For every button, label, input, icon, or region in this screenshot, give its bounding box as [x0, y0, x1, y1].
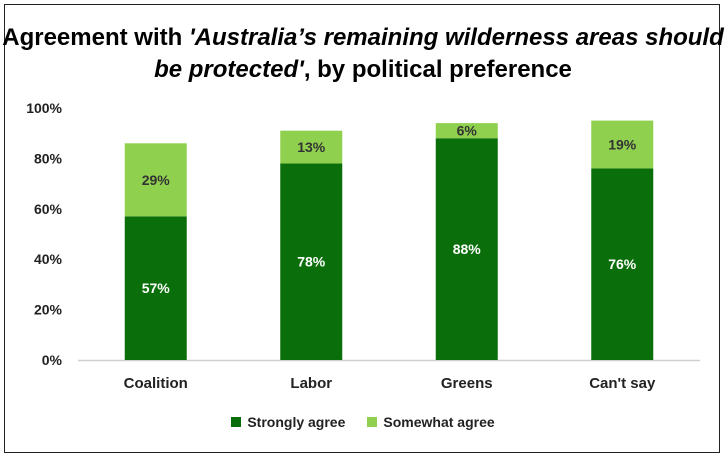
chart-title: Agreement with 'Australia’s remaining wi…: [0, 22, 726, 86]
legend-label-strongly-agree: Strongly agree: [247, 414, 346, 430]
data-label: 29%: [142, 172, 171, 188]
bar-strongly-agree: [435, 138, 498, 360]
bar-strongly-agree: [124, 216, 187, 360]
y-tick-label: 60%: [34, 201, 63, 217]
data-label: 57%: [142, 280, 171, 296]
legend-swatch-somewhat-agree: [367, 417, 378, 427]
x-tick-label: Can't say: [589, 375, 656, 392]
legend: Strongly agree Somewhat agree: [0, 414, 726, 430]
y-tick-label: 40%: [34, 251, 63, 267]
y-tick-label: 0%: [42, 352, 63, 368]
x-tick-label: Labor: [290, 375, 332, 392]
bar-somewhat-agree: [280, 130, 343, 164]
x-tick-label: Greens: [441, 375, 493, 392]
bar-somewhat-agree: [124, 143, 187, 217]
bar-somewhat-agree: [435, 123, 498, 139]
y-tick-label: 100%: [26, 100, 62, 116]
y-tick-label: 20%: [34, 302, 63, 318]
data-label: 88%: [453, 241, 482, 257]
bar-strongly-agree: [591, 168, 654, 360]
bar-somewhat-agree: [591, 120, 654, 169]
bar-strongly-agree: [280, 163, 343, 360]
data-label: 76%: [608, 256, 637, 272]
legend-item-strongly-agree: Strongly agree: [231, 414, 345, 430]
data-label: 6%: [457, 123, 478, 139]
legend-swatch-strongly-agree: [231, 417, 242, 427]
data-label: 19%: [608, 137, 637, 153]
title-suffix: , by political preference: [303, 56, 572, 83]
title-prefix: Agreement with: [2, 24, 189, 51]
legend-label-somewhat-agree: Somewhat agree: [383, 414, 495, 430]
legend-item-somewhat-agree: Somewhat agree: [367, 414, 495, 430]
y-tick-label: 80%: [34, 150, 63, 166]
title-quote: 'Australia’s remaining wilderness areas …: [154, 24, 724, 83]
x-tick-label: Coalition: [124, 375, 188, 392]
data-label: 78%: [297, 254, 326, 270]
data-label: 13%: [297, 139, 326, 155]
